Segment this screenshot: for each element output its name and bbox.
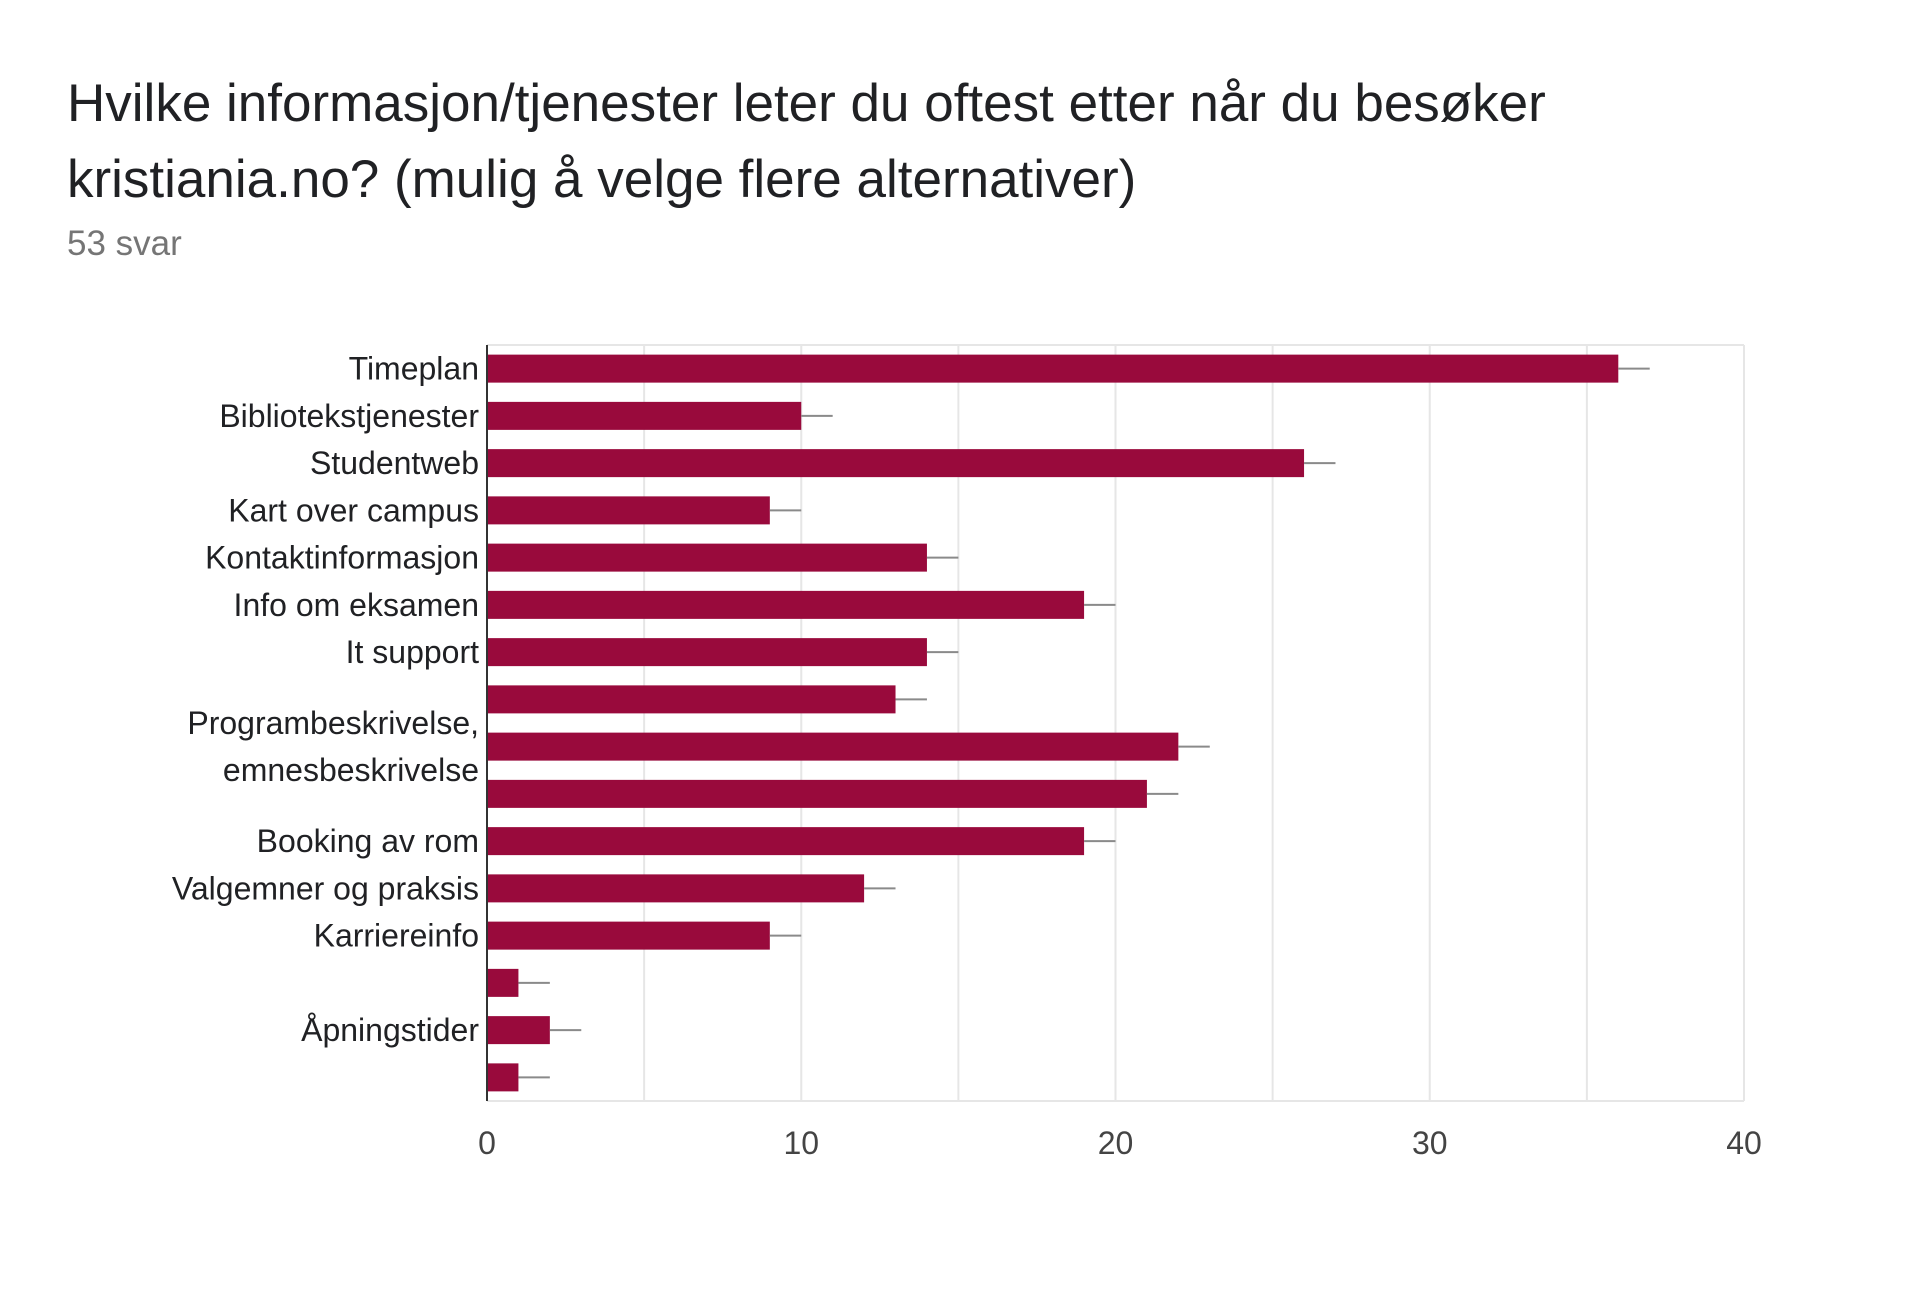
category-label: Åpningstider [301,1012,479,1048]
category-label: Programbeskrivelse, [187,705,479,741]
bar [487,921,770,950]
category-label: emnesbeskrivelse [223,752,479,788]
bar [487,779,1147,808]
x-tick-label: 40 [1726,1125,1762,1161]
bar [487,449,1305,478]
x-tick-label: 10 [783,1125,819,1161]
x-tick-label: 30 [1412,1125,1448,1161]
category-label: Karriereinfo [314,918,479,954]
category-label: Studentweb [310,445,479,481]
bar [487,543,927,572]
x-tick-label: 20 [1098,1125,1134,1161]
bar [487,638,927,667]
bar [487,496,770,525]
chart-title: Hvilke informasjon/tjenester leter du of… [67,74,1546,209]
bar [487,590,1085,619]
bar [487,1016,550,1045]
category-label: Kart over campus [228,492,479,528]
bar [487,732,1179,761]
bar [487,968,519,997]
category-label: It support [346,634,480,670]
category-label: Info om eksamen [234,587,479,623]
category-label: Kontaktinformasjon [205,540,479,576]
category-label: Timeplan [349,351,479,387]
bar [487,354,1619,383]
bar [487,874,865,903]
category-label: Booking av rom [257,823,479,859]
bar [487,685,896,714]
bar [487,827,1085,856]
response-count: 53 svar [67,224,182,263]
x-tick-label: 0 [478,1125,496,1161]
bar [487,1063,519,1092]
bar [487,401,802,430]
category-label: Valgemner og praksis [172,870,479,906]
category-label: Bibliotekstjenester [219,398,479,434]
